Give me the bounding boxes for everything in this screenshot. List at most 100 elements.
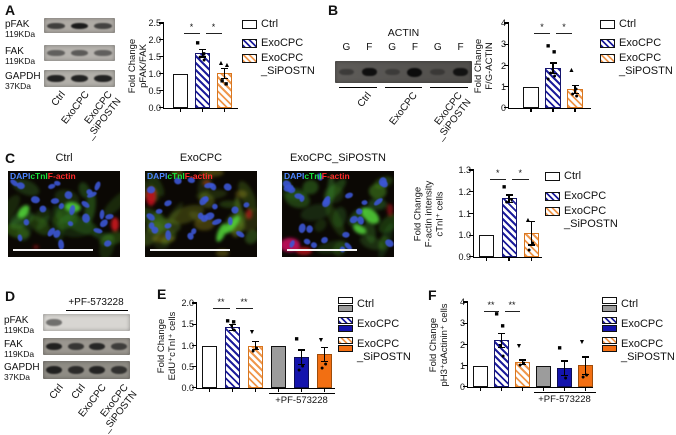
mw-label-d: 119KDa <box>4 349 35 359</box>
y-tick-mark <box>469 212 474 214</box>
legend-swatch-E-0-1 <box>338 305 353 312</box>
x-tick-mark <box>179 108 182 112</box>
blot-band <box>361 67 377 77</box>
x-tick-mark <box>485 257 488 261</box>
stain-dapi: DAPI <box>147 171 168 181</box>
significance-label: * <box>495 167 500 178</box>
legend-swatch-F-2-1 <box>602 345 617 352</box>
chart-F: 01234Fold Change pH3⁺αActinin⁺ cells■■▼●… <box>428 297 596 405</box>
blot-strip-a-fak <box>44 45 115 61</box>
blot-band <box>45 343 62 350</box>
data-point-dot: ● <box>530 240 535 248</box>
x-tick-mark <box>323 388 326 392</box>
y-tick-label: 1.0 <box>458 230 471 241</box>
chart-B: 01234Fold Change F/G-ACTIN■■●●●▲●●●** <box>473 18 591 113</box>
treatment-label: +PF-573228 <box>538 394 591 405</box>
error-bar-cap <box>199 48 206 51</box>
y-tick-mark <box>469 234 474 236</box>
y-tick-label: 0.0 <box>148 103 161 113</box>
y-tick-mark <box>192 323 197 325</box>
data-point-sq: ■ <box>231 319 236 327</box>
error-bar-cap <box>582 373 589 375</box>
treatment-label: +PF-573228 <box>275 395 328 406</box>
error-bar-cap <box>561 374 568 376</box>
blot-band <box>111 343 128 350</box>
panel-b-letter: B <box>328 2 339 18</box>
blot-strip-d-fak <box>43 338 130 355</box>
legend-label-F-0: Ctrl <box>621 298 639 310</box>
legend-label-A-1: ExoCPC <box>261 37 304 49</box>
significance-label: * <box>540 21 544 32</box>
data-point-tu: ▲ <box>217 60 225 68</box>
x-tick-mark <box>201 108 204 112</box>
significance-line <box>183 33 200 35</box>
bar-ctrl-pf-573228 <box>536 365 551 387</box>
error-bar <box>521 359 524 365</box>
error-bar-cap <box>229 324 236 326</box>
legend-swatch-F-0-1 <box>602 305 617 312</box>
data-point-dot: ● <box>552 72 557 80</box>
data-point-td: ▼ <box>508 196 515 204</box>
protein-label-d: FAK <box>4 339 23 350</box>
legend-label-A-0: Ctrl <box>261 18 279 30</box>
bar-ctrl-pf-573228 <box>271 345 286 388</box>
error-bar-cap <box>498 347 505 349</box>
data-point-td: ▼ <box>317 336 325 344</box>
data-point-dot: ● <box>232 326 237 334</box>
significance-label: ** <box>487 299 495 310</box>
legend-swatch-A-1 <box>242 39 257 48</box>
bar-ctrl <box>173 74 188 108</box>
error-bar-cap <box>321 346 328 348</box>
image-title-exocpc-sipostn: ExoCPC_SiPOSTN <box>290 152 386 164</box>
y-tick-label: 4 <box>439 297 465 307</box>
data-point-dot: ● <box>546 76 551 84</box>
error-bar <box>508 194 510 203</box>
error-bar-cap <box>582 356 589 358</box>
error-bar <box>574 84 576 94</box>
legend-swatch-B-0 <box>600 20 615 29</box>
scale-bar <box>13 249 93 251</box>
error-bar-cap <box>519 363 526 366</box>
blot-band <box>47 75 65 82</box>
blot-strip-actin <box>335 61 472 83</box>
data-point-dot: ● <box>581 373 586 381</box>
error-bar-cap <box>252 341 259 343</box>
x-tick-mark <box>500 387 503 391</box>
image-title-exocpc: ExoCPC <box>179 152 223 164</box>
legend-label-A-2: ExoCPC _SiPOSTN <box>261 52 315 77</box>
y-tick-label: 1.5 <box>148 52 161 62</box>
error-bar <box>231 324 234 331</box>
mw-label-d: 37KDa <box>4 372 30 382</box>
error-bar <box>254 341 257 350</box>
y-tick-label: 2.0 <box>148 35 161 45</box>
y-axis-label: Fold Change pFAK/FAK <box>127 38 149 93</box>
protein-label-a: GAPDH <box>5 71 41 82</box>
protein-label-d: pFAK <box>4 315 29 326</box>
error-bar-cap <box>321 360 328 362</box>
x-tick-mark <box>542 387 545 391</box>
bar-ctrl <box>523 86 539 108</box>
data-point-dot: ● <box>548 70 553 78</box>
error-bar-cap <box>252 349 259 351</box>
legend-label-C-0: Ctrl <box>564 170 582 182</box>
significance-label: * <box>562 21 566 32</box>
error-bar-cap <box>498 332 505 334</box>
x-tick-mark <box>584 387 587 391</box>
data-point-dot: ● <box>563 375 568 382</box>
y-tick-mark <box>504 107 509 109</box>
data-point-dot: ● <box>254 345 259 353</box>
blot-band <box>47 49 65 57</box>
blot-strip-d-pfak <box>43 314 130 331</box>
legend-swatch-B-2 <box>600 54 615 63</box>
error-bar-cap <box>528 221 535 223</box>
treatment-overline <box>533 392 596 394</box>
stain-ctni: cTnI <box>304 171 322 181</box>
error-bar-cap <box>519 359 526 361</box>
pf-treatment-label: +PF-573228 <box>68 297 124 308</box>
significance-label: ** <box>508 299 516 310</box>
treatment-overline <box>268 393 335 395</box>
error-bar-cap <box>221 78 228 80</box>
y-tick-mark <box>469 256 474 258</box>
x-tick-mark <box>231 388 234 392</box>
group-underline-2 <box>430 87 468 89</box>
